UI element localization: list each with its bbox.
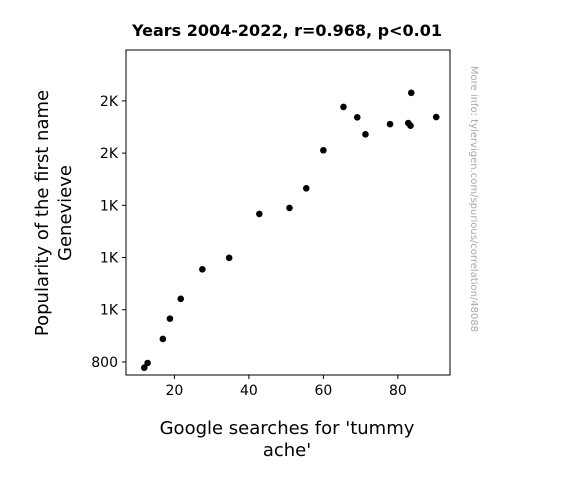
y-tick-label: 1K bbox=[100, 198, 119, 214]
y-tick-label: 2K bbox=[100, 146, 119, 162]
data-point bbox=[144, 359, 151, 367]
data-point bbox=[159, 335, 167, 343]
watermark-text: More info: tylervigen.com/spurious/corre… bbox=[468, 66, 479, 332]
data-point bbox=[362, 131, 369, 138]
y-axis-label-line-2: Genevieve bbox=[55, 165, 76, 261]
data-point bbox=[286, 204, 293, 212]
data-points bbox=[140, 89, 440, 371]
x-tick-label: 80 bbox=[389, 383, 407, 399]
x-axis-label-line-2: ache' bbox=[263, 440, 311, 461]
y-tick-label: 2K bbox=[100, 94, 119, 110]
y-tick-label: 800 bbox=[91, 355, 118, 371]
data-point bbox=[199, 265, 206, 273]
data-point bbox=[407, 122, 414, 130]
chart-title: Years 2004-2022, r=0.968, p<0.01 bbox=[131, 21, 442, 40]
x-axis: 20 40 60 80 bbox=[165, 375, 407, 399]
y-tick-label: 1K bbox=[100, 303, 119, 319]
data-point bbox=[302, 185, 310, 192]
data-point bbox=[407, 89, 415, 97]
x-axis-label-line-1: Google searches for 'tummy bbox=[160, 418, 415, 439]
x-tick-label: 40 bbox=[240, 383, 258, 399]
data-point bbox=[432, 113, 440, 121]
x-tick-label: 60 bbox=[314, 383, 332, 399]
data-point bbox=[386, 120, 394, 128]
plot-area bbox=[125, 49, 451, 376]
data-point bbox=[140, 364, 148, 371]
data-point bbox=[177, 295, 185, 303]
x-tick-label: 20 bbox=[165, 383, 183, 399]
y-tick-label: 1K bbox=[100, 251, 119, 267]
data-point bbox=[166, 315, 174, 322]
data-point bbox=[353, 114, 361, 121]
y-axis-label-line-1: Popularity of the first name bbox=[32, 90, 53, 336]
data-point bbox=[340, 103, 347, 111]
data-point bbox=[256, 210, 263, 218]
data-point bbox=[225, 254, 233, 262]
data-point bbox=[320, 146, 327, 154]
y-axis: 800 1K 1K 1K 2K 2K bbox=[91, 94, 126, 371]
